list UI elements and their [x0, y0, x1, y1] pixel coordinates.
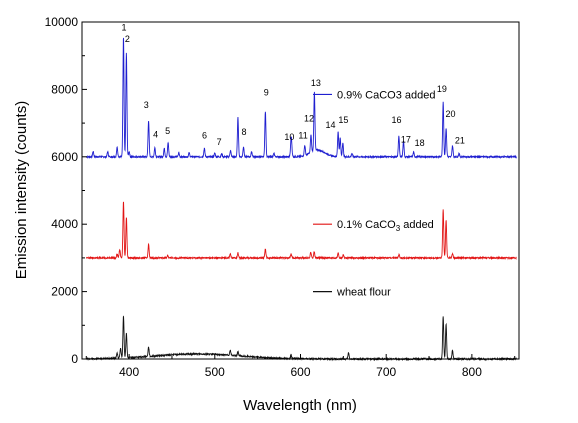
- legend-label-1: 0.9% CaCO3 added: [337, 89, 435, 101]
- series-layer: [85, 37, 517, 362]
- legend-label-2: 0.1% CaCO3 added: [337, 219, 434, 233]
- x-tick-label: 400: [119, 365, 139, 379]
- series-line-3: [85, 315, 517, 362]
- peak-label: 6: [202, 130, 207, 140]
- y-tick-label: 4000: [51, 217, 78, 231]
- y-tick-label: 0: [71, 352, 78, 366]
- peak-label: 19: [437, 84, 447, 94]
- peak-label: 7: [217, 137, 222, 147]
- peak-label: 5: [165, 126, 170, 136]
- x-tick-label: 600: [290, 365, 310, 379]
- y-tick-label: 10000: [45, 15, 79, 29]
- peak-label: 18: [415, 138, 425, 148]
- peak-label: 12: [304, 113, 314, 123]
- peak-label: 10: [284, 132, 294, 142]
- peak-label: 3: [144, 100, 149, 110]
- peak-label: 21: [455, 135, 465, 145]
- plot-frame: [81, 21, 520, 360]
- peak-label: 2: [125, 34, 130, 44]
- y-axis-title: Emission intensity (counts): [13, 101, 30, 279]
- peak-label: 17: [401, 135, 411, 145]
- y-tick-label: 8000: [51, 82, 78, 96]
- peak-label: 14: [325, 120, 335, 130]
- peak-label: 4: [153, 129, 158, 139]
- x-tick-label: 700: [376, 365, 396, 379]
- x-tick-label: 800: [462, 365, 482, 379]
- peak-label: 11: [298, 130, 307, 140]
- x-tick-label: 500: [205, 365, 225, 379]
- peak-label: 9: [264, 87, 269, 97]
- series-line-2: [85, 201, 517, 261]
- y-tick-label: 2000: [51, 285, 78, 299]
- peak-label: 13: [311, 78, 321, 88]
- legend-label-3: wheat flour: [336, 287, 391, 299]
- peak-label: 1: [121, 22, 126, 32]
- series-line-1: [86, 37, 517, 160]
- peak-label: 15: [338, 115, 348, 125]
- peak-label: 16: [391, 115, 401, 125]
- legend: 0.9% CaCO3 added 0.1% CaCO3 added wheat fl…: [313, 89, 435, 299]
- x-axis-ticks: 400 500 600 700 800: [85, 354, 516, 379]
- peak-label: 8: [241, 127, 246, 137]
- y-tick-label: 6000: [51, 150, 78, 164]
- y-axis-ticks: 0 2000 4000 6000 8000 10000: [45, 15, 87, 366]
- peak-label: 20: [445, 109, 455, 119]
- x-axis-title: Wavelength (nm): [243, 397, 357, 414]
